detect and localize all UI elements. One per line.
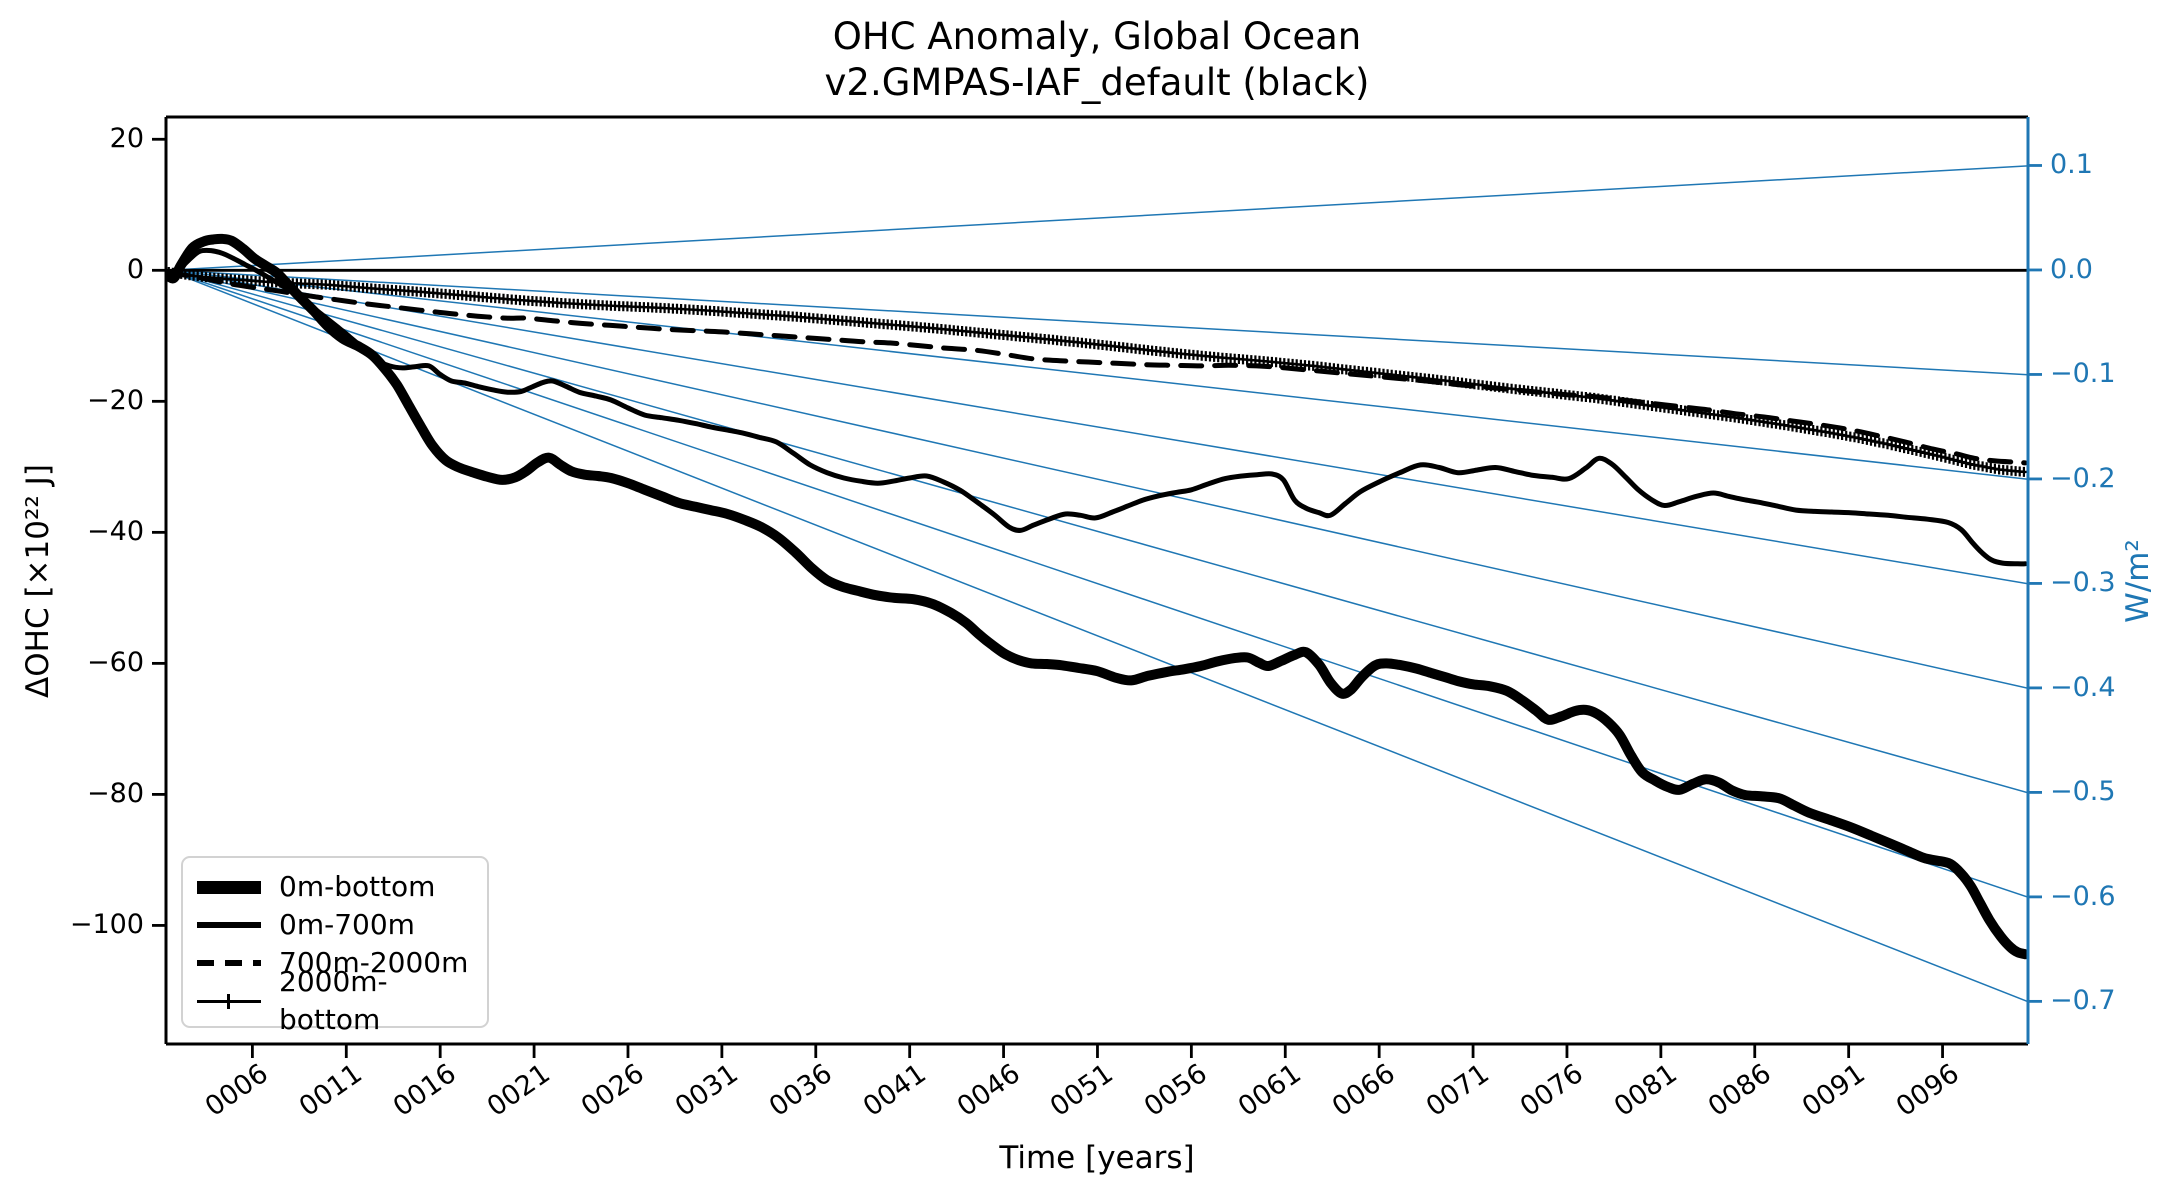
flux-reference-line--0.1 [167, 269, 2028, 376]
y-right-tick-label: 0.0 [2050, 253, 2093, 285]
y-right-tick-label: −0.7 [2050, 985, 2116, 1017]
legend-line-sample-dashed [197, 953, 261, 973]
y-right-tick-label: −0.1 [2050, 358, 2116, 390]
flux-reference-line--0.7 [167, 269, 2028, 1003]
chart-subtitle: v2.GMPAS-IAF_default (black) [824, 61, 1370, 104]
legend-line-sample-solid [197, 915, 261, 935]
series-line-0m-700m [166, 247, 2028, 567]
flux-reference-line-0.1 [167, 165, 2028, 272]
y-left-tick-label: −40 [87, 516, 144, 548]
y-right-tick-label: −0.2 [2050, 462, 2116, 494]
y-left-tick-label: −60 [87, 647, 144, 679]
flux-reference-line--0.6 [167, 269, 2028, 898]
legend-line-sample-plus-marker [197, 991, 261, 1011]
flux-reference-line--0.4 [167, 269, 2028, 689]
chart-title: OHC Anomaly, Global Ocean [832, 15, 1362, 58]
y-left-tick-label: −100 [69, 909, 144, 941]
legend-item-0m-700m: 0m-700m [197, 906, 471, 944]
legend: 0m-bottom 0m-700m 700m-2000m 2000m-botto… [181, 856, 489, 1036]
flux-reference-line--0.2 [167, 269, 2028, 481]
flux-reference-line--0.5 [167, 269, 2028, 794]
legend-label: 0m-bottom [279, 870, 436, 903]
legend-item-700m-2000m: 700m-2000m [197, 944, 471, 982]
series-plus-markers-2000m-bottom [166, 267, 2028, 477]
y-right-tick-label: 0.1 [2050, 149, 2093, 181]
plot-area [166, 165, 2028, 1003]
y-left-tick-label: −20 [87, 385, 144, 417]
legend-label: 0m-700m [279, 908, 415, 941]
y-left-tick-label: −80 [87, 778, 144, 810]
legend-label: 2000m-bottom [279, 965, 388, 1036]
y-right-tick-label: −0.3 [2050, 567, 2116, 599]
legend-item-2000m-bottom: 2000m-bottom [197, 965, 471, 1036]
series-line-700m-2000m [166, 269, 2028, 466]
y-right-tick-label: −0.5 [2050, 776, 2116, 808]
y-right-tick-label: −0.4 [2050, 671, 2116, 703]
x-axis-label: Time [years] [999, 1140, 1195, 1176]
legend-line-sample-thick [197, 877, 261, 897]
y-left-tick-label: 0 [126, 254, 144, 286]
series-line-0m-bottom [166, 233, 2028, 960]
flux-reference-line--0.3 [167, 269, 2028, 585]
y-axis-label-left: ΔOHC [×10²² J] [20, 464, 56, 698]
legend-label: 700m-2000m [279, 946, 469, 979]
y-left-tick-label: 20 [109, 123, 144, 155]
legend-item-0m-bottom: 0m-bottom [197, 868, 471, 906]
y-right-tick-label: −0.6 [2050, 880, 2116, 912]
